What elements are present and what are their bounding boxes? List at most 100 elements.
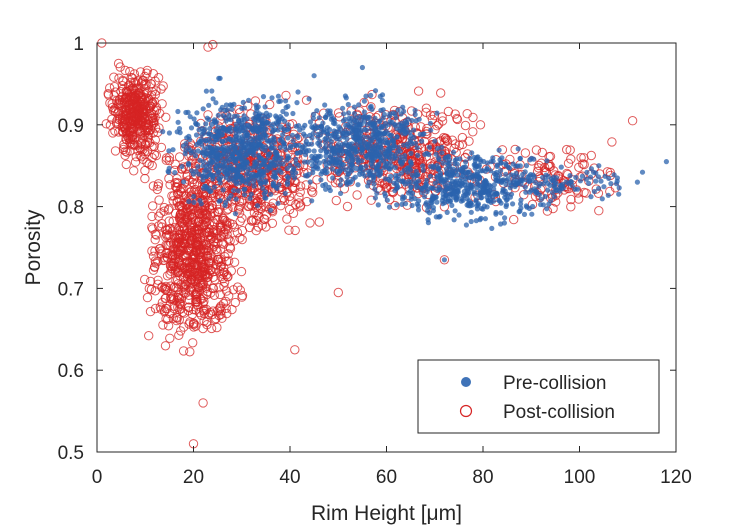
pre-collision-point	[403, 120, 410, 126]
pre-collision-point	[328, 113, 334, 119]
post-collision-point	[176, 293, 187, 304]
pre-collision-point	[211, 117, 218, 123]
pre-collision-point	[547, 182, 553, 188]
pre-collision-point	[280, 132, 286, 138]
pre-collision-point	[219, 146, 225, 152]
pre-collision-point	[478, 215, 484, 221]
post-collision-point	[192, 294, 202, 305]
x-tick-label: 60	[376, 467, 397, 488]
post-collision-point	[460, 120, 471, 131]
pre-collision-point	[362, 173, 368, 179]
pre-collision-point	[542, 193, 548, 200]
post-collision-point	[111, 117, 122, 127]
pre-collision-point	[489, 190, 495, 196]
pre-collision-point	[203, 137, 209, 144]
post-collision-point	[447, 135, 457, 145]
pre-collision-point	[397, 148, 403, 154]
pre-collision-point	[426, 144, 432, 150]
pre-collision-point	[471, 191, 477, 197]
pre-collision-point	[277, 98, 284, 104]
pre-collision-point	[246, 181, 252, 187]
post-collision-point	[149, 96, 159, 107]
post-collision-point	[153, 221, 164, 231]
pre-collision-point	[191, 149, 197, 155]
pre-collision-point	[239, 117, 245, 123]
pre-collision-point	[221, 163, 227, 170]
pre-collision-point	[213, 100, 219, 106]
post-collision-point	[172, 313, 183, 323]
pre-collision-point	[467, 174, 474, 181]
legend: Pre-collision Post-collision	[417, 359, 660, 434]
pre-collision-point	[233, 133, 239, 139]
post-collision-point	[519, 190, 529, 200]
pre-collision-point	[241, 124, 247, 131]
pre-collision-point	[400, 104, 406, 110]
pre-collision-point	[536, 192, 543, 198]
x-tick-label: 0	[92, 467, 103, 488]
pre-collision-point	[422, 194, 428, 200]
pre-collision-point	[187, 114, 193, 120]
pre-collision-point	[318, 124, 325, 130]
pre-collision-point	[323, 186, 329, 192]
post-collision-point	[151, 258, 161, 268]
pre-collision-point	[363, 163, 369, 169]
pre-collision-point	[183, 109, 189, 116]
post-collision-point	[257, 220, 267, 230]
post-collision-point	[218, 298, 229, 309]
pre-collision-point	[339, 151, 345, 157]
post-collision-point	[173, 292, 183, 303]
pre-collision-point	[489, 225, 495, 231]
pre-collision-point	[365, 183, 371, 189]
pre-collision-point	[260, 94, 267, 100]
post-collision-point	[256, 203, 266, 213]
post-collision-point	[205, 230, 215, 241]
pre-collision-point	[175, 108, 181, 115]
post-collision-point	[202, 320, 212, 330]
pre-collision-point	[596, 163, 602, 169]
post-collision-point	[475, 120, 486, 130]
post-collision-point	[210, 274, 220, 285]
post-collision-point	[113, 58, 124, 69]
post-collision-point	[586, 150, 596, 161]
pre-collision-point	[387, 160, 393, 166]
pre-collision-point	[258, 180, 264, 186]
post-collision-point	[144, 283, 155, 294]
pre-collision-point	[294, 150, 300, 156]
post-collision-point	[276, 195, 286, 205]
post-collision-point	[133, 140, 143, 150]
pre-collision-point	[280, 161, 286, 167]
pre-collision-point	[515, 146, 521, 152]
post-collision-point	[333, 287, 343, 298]
pre-collision-point	[318, 148, 324, 154]
y-tick-label: 1	[73, 34, 84, 55]
pre-collision-point	[377, 93, 383, 99]
post-collision-point	[164, 204, 174, 214]
pre-collision-point	[207, 153, 213, 159]
post-collision-point	[509, 214, 519, 225]
pre-collision-point	[255, 172, 261, 178]
pre-collision-point	[365, 115, 371, 122]
pre-collision-point	[214, 172, 220, 178]
pre-collision-point	[351, 110, 358, 117]
pre-collision-point	[252, 116, 258, 123]
pre-collision-point	[372, 186, 378, 192]
post-collision-point	[127, 83, 138, 93]
pre-collision-point	[285, 135, 291, 141]
pre-collision-point	[303, 148, 309, 155]
pre-collision-point	[478, 168, 484, 174]
post-collision-point	[147, 87, 157, 97]
pre-collision-point	[428, 164, 434, 170]
x-tick-label: 100	[564, 467, 596, 488]
post-collision-point	[190, 289, 201, 300]
pre-collision-point	[439, 144, 445, 150]
pre-collision-point	[345, 170, 351, 177]
pre-collision-point	[224, 171, 230, 177]
pre-collision-point	[469, 150, 475, 156]
pre-collision-point	[266, 138, 272, 144]
post-collision-point	[132, 114, 143, 124]
pre-collision-point	[315, 131, 321, 137]
post-collision-point	[168, 313, 179, 323]
post-collision-point	[229, 257, 240, 267]
pre-collision-point	[449, 202, 455, 208]
pre-collision-point	[451, 217, 457, 223]
